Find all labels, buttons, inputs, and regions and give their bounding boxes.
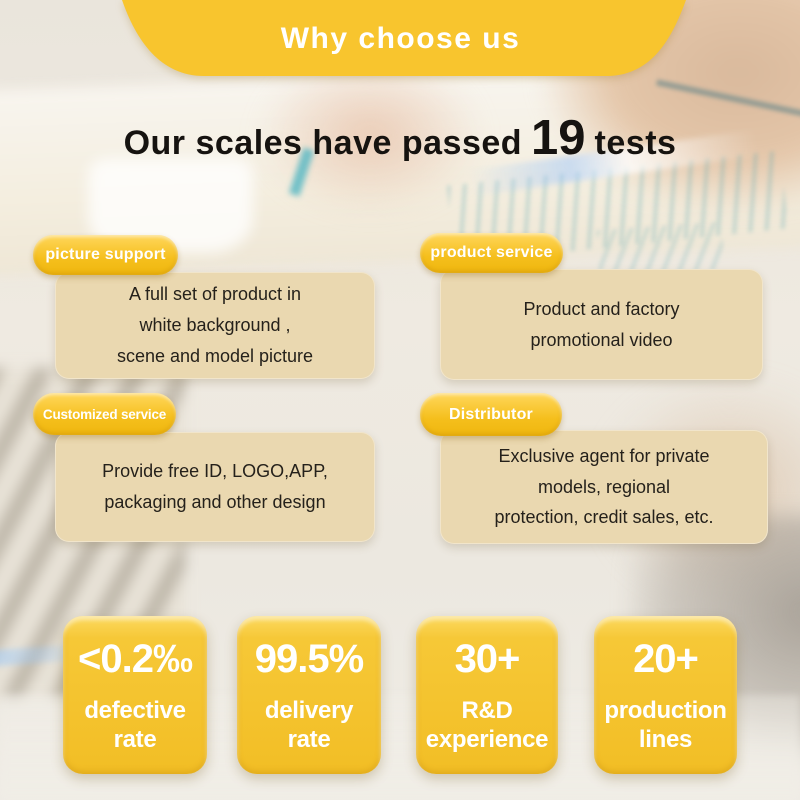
feature-tag-customized-service: Customized service (33, 393, 176, 435)
feature-tag-product-service: product service (420, 233, 563, 273)
feature-card-picture-support: A full set of product in white backgroun… (55, 272, 375, 379)
stat-label: defective rate (84, 697, 186, 754)
headline-suffix: tests (594, 124, 677, 162)
feature-card-text: Exclusive agent for private models, regi… (494, 445, 714, 528)
feature-card-text: A full set of product in white backgroun… (116, 284, 314, 366)
stat-value: 20+ (633, 637, 699, 681)
stat-card-delivery-rate: 99.5% delivery rate (237, 616, 381, 774)
banner-title: Why choose us (280, 22, 521, 55)
feature-card-customized-service: Provide free ID, LOGO,APP, packaging and… (55, 432, 375, 542)
stat-card-rd-experience: 30+ R&D experience (416, 616, 558, 774)
feature-tag-picture-support: picture support (33, 235, 178, 275)
stat-card-defective-rate: <0.2‰ defective rate (63, 616, 207, 774)
stat-card-production-lines: 20+ production lines (594, 616, 737, 774)
headline-number: 19 (531, 111, 586, 165)
stat-label: production lines (604, 697, 727, 754)
stat-value: <0.2‰ (78, 637, 193, 681)
stat-label: R&D experience (425, 697, 549, 754)
feature-card-distributor: Exclusive agent for private models, regi… (440, 430, 768, 544)
stat-label: delivery rate (264, 697, 354, 754)
banner-ribbon-shape (122, 0, 686, 76)
stat-value: 30+ (454, 637, 521, 681)
headline-prefix: Our scales have passed (123, 124, 523, 162)
stat-value: 99.5% (254, 637, 364, 681)
page-title: Our scales have passed 19 tests (0, 110, 800, 166)
feature-card-product-service: Product and factory promotional video (440, 269, 763, 380)
feature-tag-distributor: Distributor (420, 393, 562, 436)
feature-card-text: Product and factory promotional video (523, 298, 680, 350)
banner-ribbon: Why choose us (108, 0, 693, 80)
feature-card-text: Provide free ID, LOGO,APP, packaging and… (102, 461, 328, 512)
